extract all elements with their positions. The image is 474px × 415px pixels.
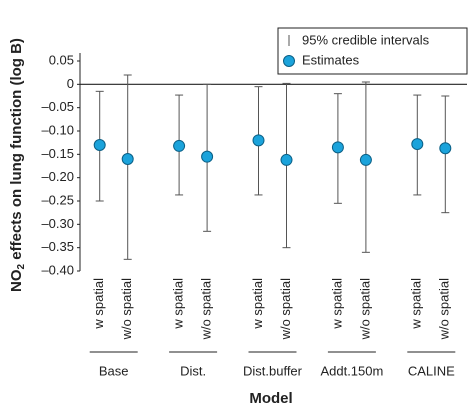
x-tick-label: w spatial [171,278,186,330]
y-tick-label: 0.05 [49,52,74,67]
estimate-point [173,139,186,152]
x-tick-label: w spatial [329,278,344,330]
y-tick-label: 0 [67,76,74,91]
x-tick-label: w/o spatial [357,278,372,341]
x-tick-label: w/o spatial [119,278,134,341]
y-tick-label: –0.10 [41,122,74,137]
legend-swatch [283,55,295,67]
legend-label: Estimates [302,52,360,67]
y-tick-label: –0.05 [41,99,74,114]
group-label: Dist.buffer [243,363,303,378]
estimate-point [411,138,424,151]
y-label-main: NO [8,269,25,292]
x-tick-label: w/o spatial [199,278,214,341]
x-tick-label: w/o spatial [278,278,293,341]
estimate-point [252,134,265,147]
legend-box [277,27,468,75]
y-tick-label: –0.35 [41,239,74,254]
estimate-point [331,141,344,154]
y-tick-label: –0.15 [41,146,74,161]
x-tick-label: w/o spatial [437,278,452,341]
estimate-point [439,142,452,155]
group-label: Base [99,363,129,378]
x-tick-label: w spatial [409,278,424,330]
x-tick-label: w spatial [91,278,106,330]
y-tick-label: –0.25 [41,192,74,207]
y-tick-label: –0.40 [41,262,74,277]
estimate-point [201,150,214,163]
group-label: Dist. [180,363,206,378]
y-tick-label: –0.20 [41,169,74,184]
legend-label: 95% credible intervals [302,32,430,47]
estimate-point [93,139,106,151]
y-label-sub: 2 [16,263,27,269]
group-label: Addt.150m [320,363,383,378]
group-label: CALINE [408,363,455,378]
estimate-point [280,153,293,166]
y-label-rest: effects on lung function (log B) [8,38,25,264]
y-axis-label: NO2 effects on lung function (log B) [8,38,27,292]
x-tick-label: w spatial [250,278,265,330]
estimate-point [121,153,134,165]
estimate-point [359,153,372,166]
x-axis-label: Model [249,390,292,407]
y-tick-label: –0.30 [41,216,74,231]
